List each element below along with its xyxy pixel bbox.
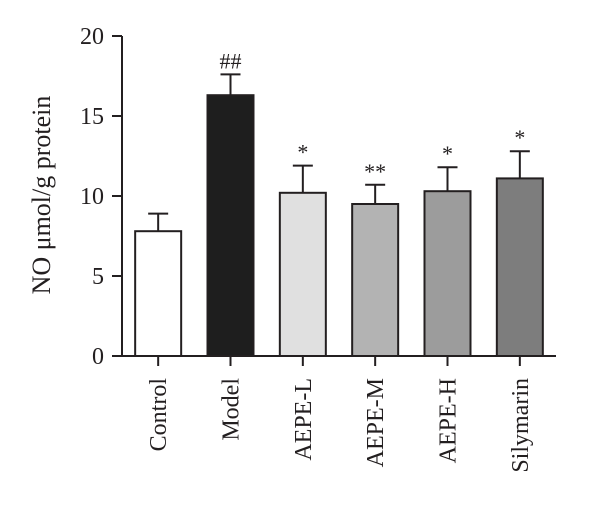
x-tick-label: Silymarin: [508, 378, 534, 473]
y-tick-label: 0: [92, 344, 104, 370]
significance-label: ##: [220, 48, 242, 73]
y-tick-label: 10: [80, 184, 104, 210]
x-axis: Control Model AEPE-L AEPE-M AEPE-H Silymarin: [122, 355, 556, 473]
x-tick-label: Control: [146, 378, 172, 452]
x-tick-label: AEPE-M: [363, 378, 389, 467]
bar-aepe-h: [423, 190, 472, 357]
y-axis: 0 5 10 15 20: [80, 24, 123, 370]
y-tick-label: 20: [80, 24, 104, 50]
significance-label: *: [297, 140, 308, 165]
bars-group: ##*****: [134, 48, 544, 357]
significance-label: *: [514, 125, 525, 150]
y-axis-label: NO μmol/g protein: [27, 96, 56, 295]
bar-aepe-m: [351, 203, 400, 357]
x-tick-label: Model: [219, 378, 245, 441]
significance-label: *: [442, 141, 453, 166]
bar-silymarin: [495, 177, 544, 357]
x-tick-label: AEPE-H: [436, 378, 462, 463]
bar-aepe-l: [278, 191, 327, 357]
bar-control: [134, 230, 183, 357]
x-tick-label: AEPE-L: [291, 378, 317, 461]
y-tick-label: 5: [92, 264, 104, 290]
bar-model: [206, 94, 255, 357]
significance-label: **: [364, 159, 386, 184]
y-tick-label: 15: [80, 104, 104, 130]
